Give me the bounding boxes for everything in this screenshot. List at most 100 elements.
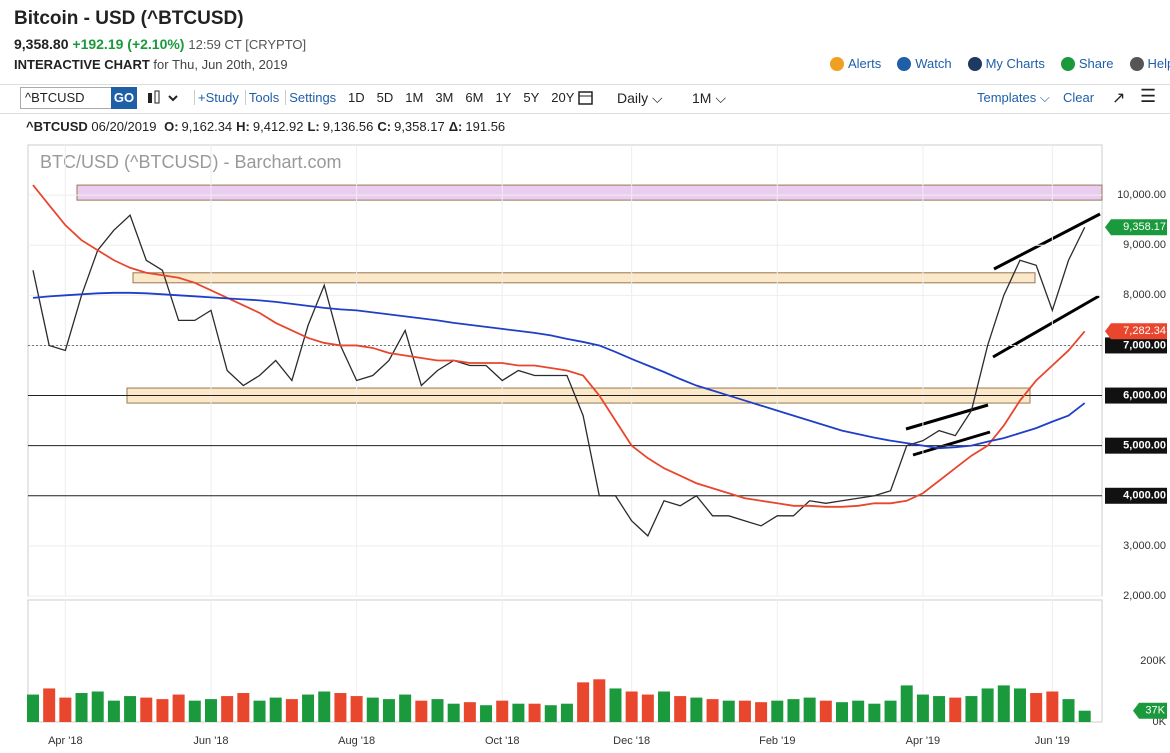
subtitle: INTERACTIVE CHART for Thu, Jun 20th, 201… [14,57,288,72]
volume-bar [253,700,266,722]
info-field-label: H: [236,119,250,134]
tool[interactable]: Tools [244,90,279,105]
link[interactable]: Alerts [830,56,881,71]
volume-bar [1078,710,1091,722]
price-marker [1105,323,1167,340]
volume-bar [674,696,687,722]
link[interactable]: Share [1060,56,1114,71]
level-box [1105,387,1167,404]
volume-bar [124,696,137,722]
volume-bar [107,700,120,722]
level-label: 4,000.00 [1123,490,1166,502]
info-field-label: C: [377,119,392,134]
zone [76,184,1103,201]
period[interactable]: 5Y [523,90,540,105]
volume-bar [269,697,282,722]
volume-bar [399,694,412,722]
time: 12:59 CT [CRYPTO] [188,37,307,52]
series-line [32,184,1086,508]
info-field-label: O: [164,119,179,134]
link[interactable]: My Charts [967,56,1045,71]
menu-icon[interactable]: ☰ [1140,86,1157,106]
volume-bar [496,700,509,722]
volume-bar [997,685,1010,722]
period[interactable]: 5D [376,90,394,105]
volume-bar [884,700,897,722]
period[interactable]: 6M [465,90,484,105]
tool[interactable]: +Study [194,90,239,105]
calendar-icon[interactable] [578,89,594,105]
volume-bar [836,702,848,722]
toolbar [0,84,1170,114]
link-icon [897,56,912,71]
info-field-value: 191.56 [465,119,506,134]
volume-tick-label: 200K [1140,655,1166,667]
volume-bar [852,700,865,722]
volume-marker-label: 37K [1145,705,1165,717]
expand-icon[interactable]: ↗ [1112,90,1126,107]
trend-line [912,430,991,457]
price-marker-label: 9,358.17 [1123,221,1166,233]
volume-bar [544,705,557,722]
link[interactable]: Help [1129,56,1170,71]
y-tick-label: 9,000.00 [1123,239,1166,251]
change: +192.19 (+2.10%) [72,36,185,52]
volume-bar [382,699,395,722]
volume-bar [59,697,72,722]
y-tick-label: 2,000.00 [1123,590,1166,602]
interval-label: Daily [617,90,649,106]
volume-bar [447,703,460,722]
volume-bar [981,688,994,722]
zone [132,272,1036,284]
date: for Thu, Jun 20th, 2019 [153,57,288,72]
link-label: Share [1078,56,1114,71]
trend-line [905,403,989,431]
info-field-value: 9,136.56 [322,119,374,134]
volume-bar [431,699,444,722]
interval[interactable]: Daily ⌵ [617,90,663,106]
volume-bar [738,700,751,722]
go-button[interactable]: GO [111,87,137,109]
x-tick-label: Feb '19 [759,735,795,747]
info-field-value: 9,358.17 [394,119,445,134]
x-tick-label: Apr '18 [48,735,83,747]
quote: 9,358.80 +192.19 (+2.10%) 12:59 CT [CRYP… [14,36,306,52]
symbol-input[interactable]: ^BTCUSD [20,87,114,109]
chart-title: BTC/USD (^BTCUSD) - Barchart.com [40,152,341,172]
volume-bar [803,697,816,722]
volume-bar [916,694,929,722]
tool[interactable]: Settings [285,90,336,105]
trend-line [992,294,1100,359]
volume-bar [27,694,39,722]
volume-bar [1013,688,1026,722]
volume-bar [285,699,298,722]
tools: +Study Tools Settings [194,90,336,105]
volume-bar [933,696,946,722]
volume-bar [755,702,768,722]
period[interactable]: 1Y [495,90,512,105]
x-tick-label: Oct '18 [485,735,520,747]
volume-bar [43,688,56,722]
period[interactable]: 20Y [551,90,575,105]
volume-bar [463,702,476,722]
x-tick-label: Apr '19 [906,735,941,747]
info-date: 06/20/2019 [91,119,157,134]
link[interactable]: Watch [897,56,952,71]
info-field-label: Δ: [448,119,463,134]
period[interactable]: 1M [405,90,424,105]
period[interactable]: 1D [348,90,365,105]
period[interactable]: 3M [435,90,454,105]
templates[interactable]: Templates ⌵ [977,90,1050,105]
clear[interactable]: Clear [1063,90,1095,105]
x-tick-label: Dec '18 [613,735,650,747]
chart-type-icon[interactable] [145,89,179,107]
y-tick-label: 8,000.00 [1123,289,1166,301]
range[interactable]: 1M ⌵ [692,90,726,106]
y-tick-label: 10,000.00 [1117,189,1166,201]
volume-bar [528,703,541,722]
volume-bar [690,697,703,722]
volume-tick-label: 0K [1153,716,1167,728]
volume-bar [965,696,978,722]
